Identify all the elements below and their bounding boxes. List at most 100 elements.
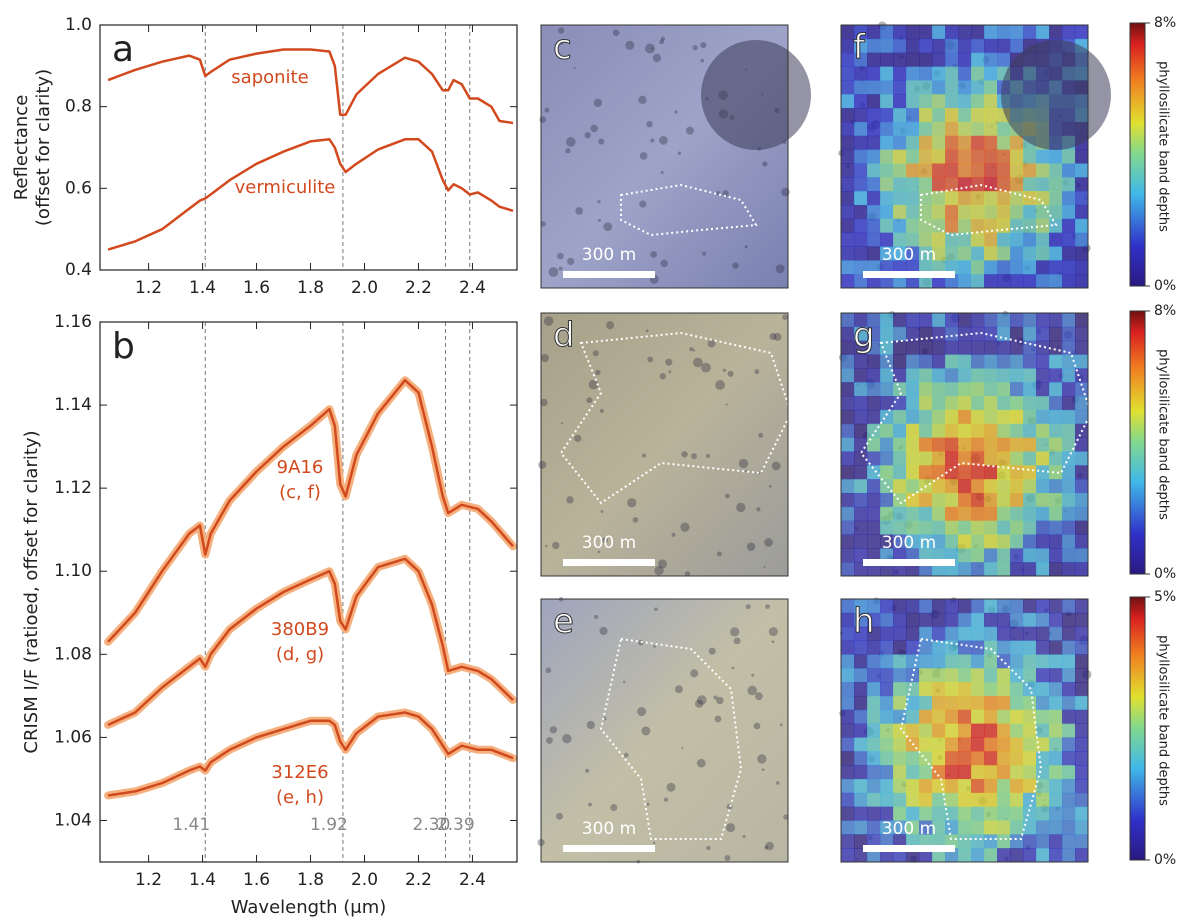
map-cell: [1010, 382, 1024, 397]
map-cell: [893, 640, 907, 655]
map-cell: [1075, 149, 1089, 164]
map-cell: [958, 313, 972, 328]
scale-bar: [863, 559, 955, 566]
map-cell: [932, 108, 946, 123]
crater: [765, 604, 770, 609]
map-cell: [971, 108, 985, 123]
crater: [745, 469, 748, 473]
crater: [745, 604, 751, 610]
crater: [627, 498, 637, 508]
map-cell: [880, 751, 894, 766]
map-cell: [971, 562, 985, 577]
crater: [647, 356, 654, 363]
map-cell: [880, 218, 894, 234]
region-outline: [859, 331, 1093, 505]
map-cell: [854, 108, 868, 123]
crater: [545, 544, 548, 548]
crater: [725, 403, 728, 406]
map-cell: [997, 848, 1011, 863]
map-cell: [841, 562, 855, 577]
crater: [717, 551, 722, 557]
map-cell: [841, 38, 855, 54]
map-cell: [1010, 38, 1024, 54]
map-cell: [867, 80, 881, 95]
map-cell: [1075, 368, 1089, 383]
map-cell: [1036, 274, 1050, 289]
map-cell: [880, 506, 894, 522]
map-cell: [971, 274, 985, 289]
map-cell: [880, 396, 894, 411]
map-cell: [867, 121, 881, 137]
map-cell: [945, 709, 959, 725]
map-cell: [984, 246, 998, 261]
map-cell: [932, 778, 946, 794]
map-cell: [893, 682, 907, 697]
map-cell: [1062, 834, 1076, 849]
crater: [668, 370, 672, 374]
map-cell: [867, 313, 881, 328]
map-cell: [893, 709, 907, 725]
map-cell: [906, 479, 920, 494]
map-cell: [997, 121, 1011, 137]
map-cell: [880, 820, 894, 835]
spectrum-line: [107, 48, 514, 125]
map-cell: [854, 94, 868, 109]
x-tick-label: 1.2: [135, 278, 162, 298]
map-cell: [867, 409, 881, 425]
map-cell: [997, 451, 1011, 466]
scale-bar: [863, 271, 955, 278]
map-cell: [906, 25, 920, 40]
map-cell: [945, 232, 959, 247]
map-cell: [1036, 25, 1050, 40]
map-cell: [958, 204, 972, 220]
map-cell: [893, 177, 907, 192]
map-cell: [1010, 834, 1024, 849]
map-cell: [958, 534, 972, 549]
map-cell: [880, 52, 894, 68]
map-cell: [958, 94, 972, 109]
map-cell: [880, 163, 894, 178]
map-cell: [945, 135, 959, 151]
map-cell: [893, 409, 907, 425]
map-cell: [1036, 834, 1050, 849]
map-cell: [906, 191, 920, 206]
map-cell: [919, 326, 933, 342]
map-cell: [906, 520, 920, 535]
map-cell: [1049, 534, 1063, 549]
map-cell: [867, 465, 881, 480]
map-cell: [906, 792, 920, 808]
crater: [747, 685, 757, 696]
map-cell: [984, 326, 998, 342]
region-outline: [899, 637, 1043, 840]
region-outline: [620, 183, 758, 237]
map-cell: [984, 149, 998, 164]
map-cell: [971, 820, 985, 835]
map-cell: [997, 25, 1011, 40]
crater: [558, 266, 563, 271]
map-cell: [841, 737, 855, 752]
map-cell: [893, 191, 907, 206]
map-cell: [841, 80, 855, 95]
map-cell: [984, 848, 998, 863]
map-cell: [997, 340, 1011, 356]
map-cell: [867, 640, 881, 655]
crater: [594, 614, 599, 619]
image-panel: g 300 m: [838, 310, 1093, 577]
crater: [562, 733, 572, 744]
crater: [540, 398, 548, 407]
map-cell: [854, 506, 868, 522]
map-cell: [854, 695, 868, 711]
map-cell: [1023, 626, 1037, 642]
map-cell: [854, 218, 868, 234]
map-cell: [971, 806, 985, 821]
map-cell: [880, 778, 894, 794]
map-cell: [997, 640, 1011, 655]
map-cell: [997, 668, 1011, 683]
map-cell: [880, 204, 894, 220]
map-cell: [893, 792, 907, 808]
y-tick-label: 1.06: [54, 727, 92, 747]
map-cell: [971, 548, 985, 563]
crater: [590, 124, 598, 133]
reference-label: 1.41: [172, 815, 210, 835]
